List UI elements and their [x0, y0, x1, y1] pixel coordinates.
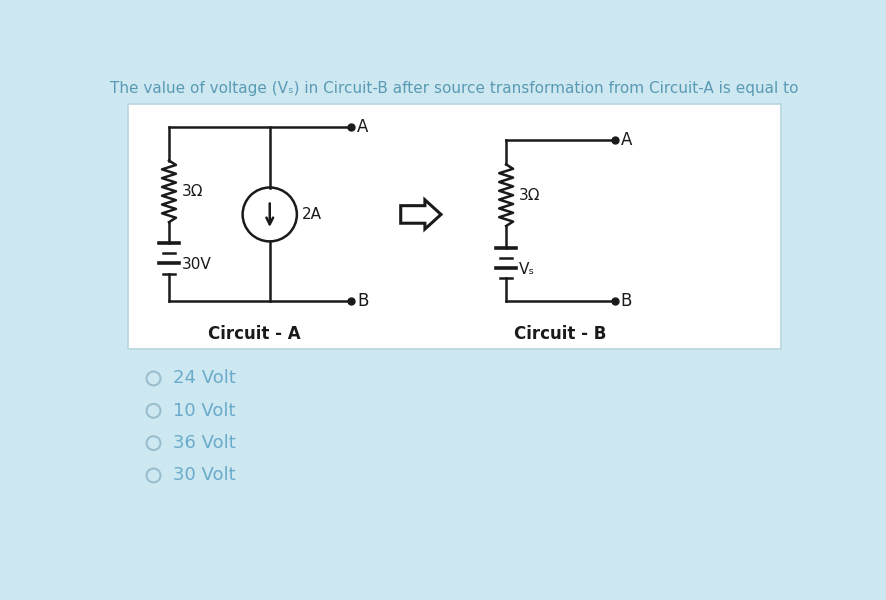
- Text: 3Ω: 3Ω: [518, 188, 540, 203]
- Text: A: A: [620, 131, 632, 149]
- Text: B: B: [620, 292, 632, 310]
- Text: B: B: [357, 292, 369, 310]
- Text: Circuit - A: Circuit - A: [207, 325, 300, 343]
- Text: 10 Volt: 10 Volt: [173, 402, 235, 420]
- Text: 36 Volt: 36 Volt: [173, 434, 236, 452]
- Text: Vₛ: Vₛ: [518, 262, 534, 277]
- Text: 30V: 30V: [182, 257, 211, 272]
- Text: Circuit - B: Circuit - B: [514, 325, 606, 343]
- Polygon shape: [400, 200, 440, 229]
- Text: 2A: 2A: [301, 207, 321, 222]
- Text: A: A: [357, 118, 369, 136]
- Text: The value of voltage (Vₛ) in Circuit-B after source transformation from Circuit-: The value of voltage (Vₛ) in Circuit-B a…: [110, 82, 797, 97]
- Text: 30 Volt: 30 Volt: [173, 466, 236, 484]
- Text: 24 Volt: 24 Volt: [173, 370, 236, 388]
- Text: 3Ω: 3Ω: [182, 184, 203, 199]
- FancyBboxPatch shape: [128, 104, 781, 349]
